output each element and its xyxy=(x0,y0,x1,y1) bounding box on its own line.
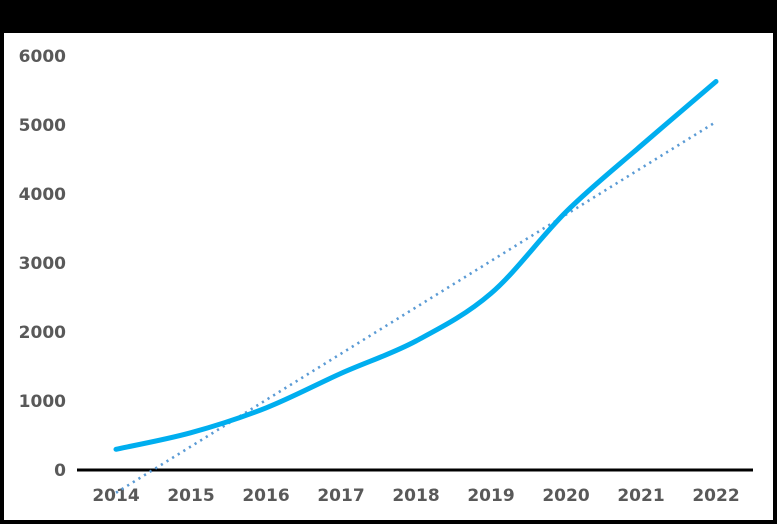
x-tick-label: 2022 xyxy=(692,486,739,506)
y-tick-label: 1000 xyxy=(19,392,66,412)
y-tick-label: 6000 xyxy=(19,47,66,67)
y-tick-label: 3000 xyxy=(19,254,66,274)
x-tick-label: 2017 xyxy=(317,486,364,506)
chart-canvas: 0 1000 2000 3000 4000 5000 6000 2014 2015 2016 201… xyxy=(19,47,753,506)
line-chart: 0 1000 2000 3000 4000 5000 6000 2014 2015 2016 201… xyxy=(4,33,773,520)
trendline-dotted xyxy=(115,120,717,494)
x-tick-label: 2014 xyxy=(92,486,139,506)
y-tick-label: 4000 xyxy=(19,185,66,205)
x-tick-label: 2020 xyxy=(542,486,589,506)
x-tick-label: 2015 xyxy=(167,486,214,506)
x-tick-label: 2021 xyxy=(617,486,664,506)
x-tick-label: 2019 xyxy=(467,486,514,506)
y-tick-label: 0 xyxy=(54,461,66,481)
y-tick-label: 5000 xyxy=(19,116,66,136)
y-tick-label: 2000 xyxy=(19,323,66,343)
series-line xyxy=(113,79,719,452)
x-tick-label: 2018 xyxy=(392,486,439,506)
x-tick-label: 2016 xyxy=(242,486,289,506)
